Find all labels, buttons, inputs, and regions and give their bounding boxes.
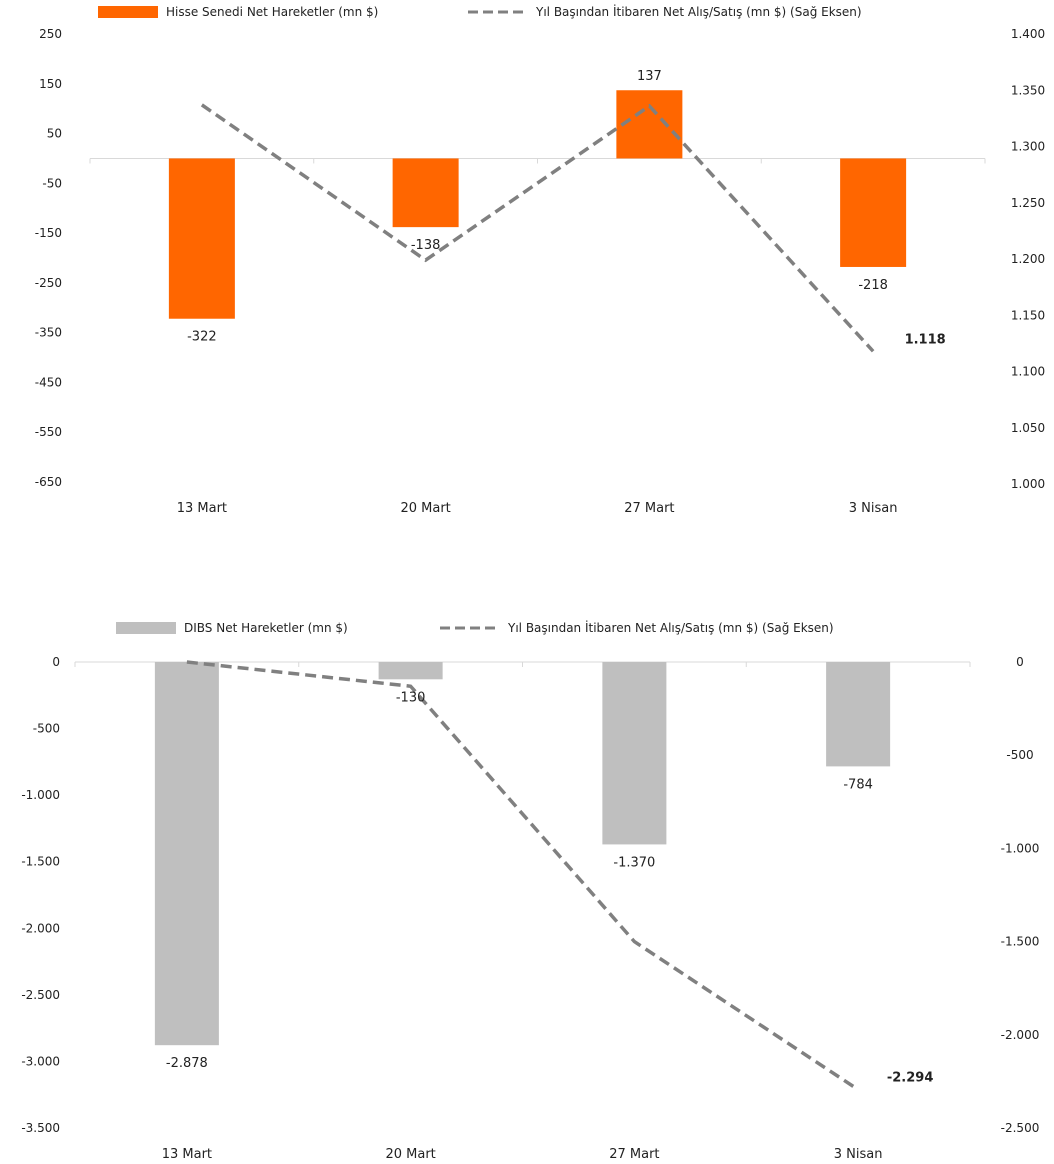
left-axis-tick: -450	[35, 375, 62, 389]
bar-value-label: -2.878	[166, 1056, 208, 1071]
legend-line-label: Yıl Başından İtibaren Net Alış/Satış (mn…	[535, 4, 862, 19]
left-axis-tick: -2.000	[21, 921, 60, 935]
right-axis-tick: 1.300	[1011, 140, 1045, 154]
right-axis-tick: 1.200	[1011, 252, 1045, 266]
bar-value-label: 137	[637, 69, 662, 84]
category-label: 20 Mart	[400, 501, 450, 516]
right-axis-tick: 1.350	[1011, 83, 1045, 97]
legend-bar-label: Hisse Senedi Net Hareketler (mn $)	[166, 5, 378, 19]
bar-value-label: -218	[858, 278, 888, 293]
category-label: 27 Mart	[609, 1147, 659, 1162]
ytd-line-series	[200, 103, 875, 353]
left-axis-tick: -2.500	[21, 988, 60, 1002]
right-axis-tick: -1.000	[1001, 841, 1040, 855]
equity-flows-svg: 250 150 50 -50 -150 -250 -350 -450 -550 -650 1.400…	[35, 4, 1045, 516]
left-axis-tick: 0	[52, 655, 60, 669]
right-axis-tick: 1.150	[1011, 308, 1045, 322]
category-label: 3 Nisan	[849, 501, 898, 516]
left-axis-tick: -3.500	[21, 1121, 60, 1135]
right-axis-tick: -500	[1006, 748, 1033, 762]
right-axis-tick: 1.050	[1011, 421, 1045, 435]
line-end-value-label: -2.294	[887, 1071, 934, 1086]
left-axis-tick: -150	[35, 226, 62, 240]
bar-20-mart	[392, 158, 459, 228]
right-axis-tick: 0	[1016, 655, 1024, 669]
legend-bar-label: DIBS Net Hareketler (mn $)	[184, 621, 348, 635]
left-axis-tick: -550	[35, 425, 62, 439]
left-axis-tick: -50	[42, 176, 62, 190]
left-axis-tick: -350	[35, 326, 62, 340]
left-axis-tick: -500	[33, 722, 60, 736]
right-axis-tick: 1.000	[1011, 477, 1045, 491]
bar-27-mart	[616, 90, 683, 159]
bar-3-nisan	[840, 158, 907, 267]
ytd-line-series	[186, 660, 860, 1092]
legend-bar-swatch	[98, 6, 158, 18]
bar-value-label: -138	[411, 238, 441, 253]
category-label: 20 Mart	[385, 1147, 435, 1162]
bar-value-label: -130	[396, 690, 426, 705]
right-axis-tick: 1.400	[1011, 27, 1045, 41]
right-axis-tick: -1.500	[1001, 935, 1040, 949]
bar-value-label: -784	[843, 777, 873, 792]
category-label: 27 Mart	[624, 501, 674, 516]
left-axis-tick: -250	[35, 276, 62, 290]
left-axis-tick: 250	[39, 27, 62, 41]
category-label: 3 Nisan	[834, 1147, 883, 1162]
bar-13-mart	[154, 662, 219, 1046]
left-axis-tick: -1.500	[21, 855, 60, 869]
equity-flows-chart: 250 150 50 -50 -150 -250 -350 -450 -550 -650 1.400…	[0, 0, 1054, 540]
bar-13-mart	[168, 158, 235, 319]
left-axis-tick: -3.000	[21, 1054, 60, 1068]
left-axis-tick: 50	[47, 127, 62, 141]
bond-flows-chart: 0 -500 -1.000 -1.500 -2.000 -2.500 -3.000 -3.50…	[0, 600, 1054, 1164]
right-axis-tick: 1.100	[1011, 365, 1045, 379]
left-axis-tick: -1.000	[21, 788, 60, 802]
bar-value-label: -1.370	[613, 855, 655, 870]
left-axis-tick: -650	[35, 475, 62, 489]
bar-27-mart	[602, 662, 667, 845]
right-axis-tick: 1.250	[1011, 196, 1045, 210]
right-axis-tick: -2.000	[1001, 1028, 1040, 1042]
bond-flows-svg: 0 -500 -1.000 -1.500 -2.000 -2.500 -3.000 -3.50…	[21, 620, 1040, 1162]
line-end-value-label: 1.118	[905, 332, 946, 347]
category-label: 13 Mart	[162, 1147, 212, 1162]
bar-value-label: -322	[187, 330, 217, 345]
right-axis-tick: -2.500	[1001, 1121, 1040, 1135]
legend-bar-swatch	[116, 622, 176, 634]
left-axis-tick: 150	[39, 77, 62, 91]
category-label: 13 Mart	[177, 501, 227, 516]
legend-line-label: Yıl Başından İtibaren Net Alış/Satış (mn…	[507, 620, 834, 635]
bar-20-mart	[378, 662, 443, 680]
bar-3-nisan	[826, 662, 891, 767]
